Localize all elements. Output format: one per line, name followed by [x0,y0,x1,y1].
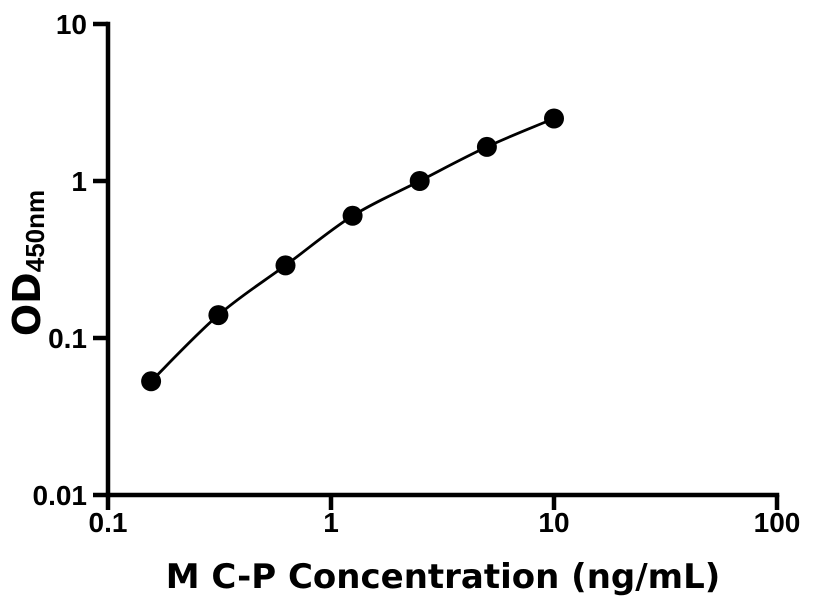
standard-curve-line [150,117,555,383]
y-axis-title: OD450nm [5,190,51,336]
data-point-marker [409,171,430,191]
y-tick-label: 0.01 [33,480,88,511]
x-axis-title: M C-P Concentration (ng/mL) [165,557,721,597]
data-point-marker [141,371,162,392]
y-axis-title-main: OD [5,272,49,337]
x-tick-label: 100 [754,507,801,538]
data-point-marker [476,136,497,157]
x-tick-label: 0.1 [89,507,128,538]
data-point-marker [544,108,564,129]
data-point-marker [208,305,229,326]
data-point-marker [275,255,296,276]
y-tick-label: 10 [56,9,87,40]
y-tick-label: 0.1 [48,323,87,354]
x-tick-label: 1 [323,507,339,538]
data-point-marker [342,205,363,226]
y-axis-title-sub: 450nm [20,189,50,273]
y-tick-label: 1 [71,166,87,197]
x-tick-label: 10 [538,507,569,538]
